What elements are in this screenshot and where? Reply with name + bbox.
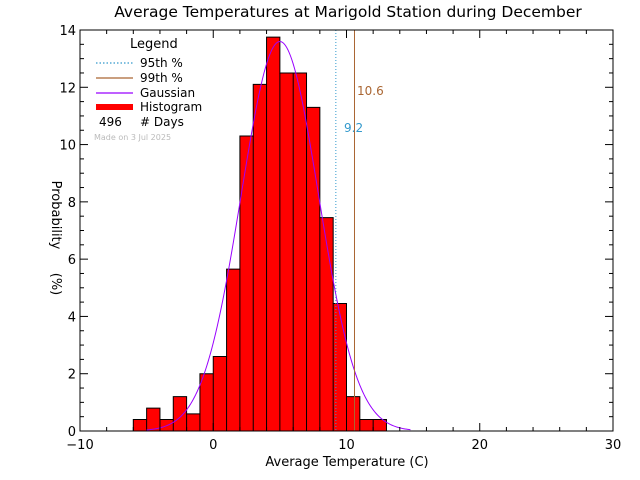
y-axis-label-part: Probability (48, 181, 63, 250)
histogram-bar (293, 72, 307, 431)
histogram-bar (199, 373, 214, 431)
histogram-bar (133, 419, 147, 431)
x-tick-label: 30 (605, 438, 622, 453)
histogram-bar (239, 135, 254, 431)
histogram-bar (266, 37, 280, 432)
legend-label-histogram: Histogram (140, 100, 202, 114)
histogram-bar (186, 413, 200, 431)
watermark: Made on 3 Jul 2025 (94, 133, 171, 142)
histogram-bar (226, 269, 240, 431)
legend-label-99th: 99th % (140, 71, 183, 85)
histogram-bar (346, 396, 360, 431)
overlay-lines (146, 30, 411, 431)
legend-label-gaussian: Gaussian (140, 86, 195, 100)
histogram-bar (319, 217, 334, 431)
histogram-bar (146, 408, 160, 431)
y-tick-label: 4 (68, 310, 76, 325)
y-tick-label: 0 (68, 425, 76, 440)
x-tick-label: 0 (209, 438, 217, 453)
y-tick-label: 8 (68, 196, 76, 211)
histogram-bar (333, 303, 347, 431)
percentile-95-label: 9.2 (344, 121, 363, 135)
histogram (132, 36, 387, 432)
y-tick-label: 10 (59, 139, 76, 154)
x-axis-label: Average Temperature (C) (265, 455, 428, 470)
chart-title: Average Temperatures at Marigold Station… (114, 3, 582, 21)
x-tick-label: 20 (471, 438, 488, 453)
histogram-bar (306, 107, 320, 431)
y-tick-label: 12 (59, 81, 76, 96)
legend-count-label: # Days (140, 115, 184, 129)
histogram-bar (359, 419, 374, 431)
x-tick-label: 10 (338, 438, 355, 453)
histogram-outline (132, 36, 387, 431)
y-axis-label-part: (%) (48, 273, 63, 296)
legend-title: Legend (130, 37, 178, 52)
histogram-bar (253, 84, 267, 432)
histogram-bar (373, 419, 387, 431)
gaussian-curve (146, 40, 411, 431)
y-tick-label: 2 (68, 368, 76, 383)
legend-count-value: 496 (99, 115, 122, 129)
histogram-bar (279, 72, 294, 431)
percentile-99-label: 10.6 (357, 84, 384, 98)
histogram-bar (213, 356, 227, 431)
histogram-bar (173, 396, 187, 431)
legend-label-95th: 95th % (140, 56, 183, 70)
x-tick-label: −10 (66, 438, 93, 453)
legend: Legend 95th % 99th % Gaussian Histogram … (94, 37, 202, 142)
y-tick-label: 6 (68, 253, 76, 268)
y-tick-label: 14 (59, 24, 76, 39)
